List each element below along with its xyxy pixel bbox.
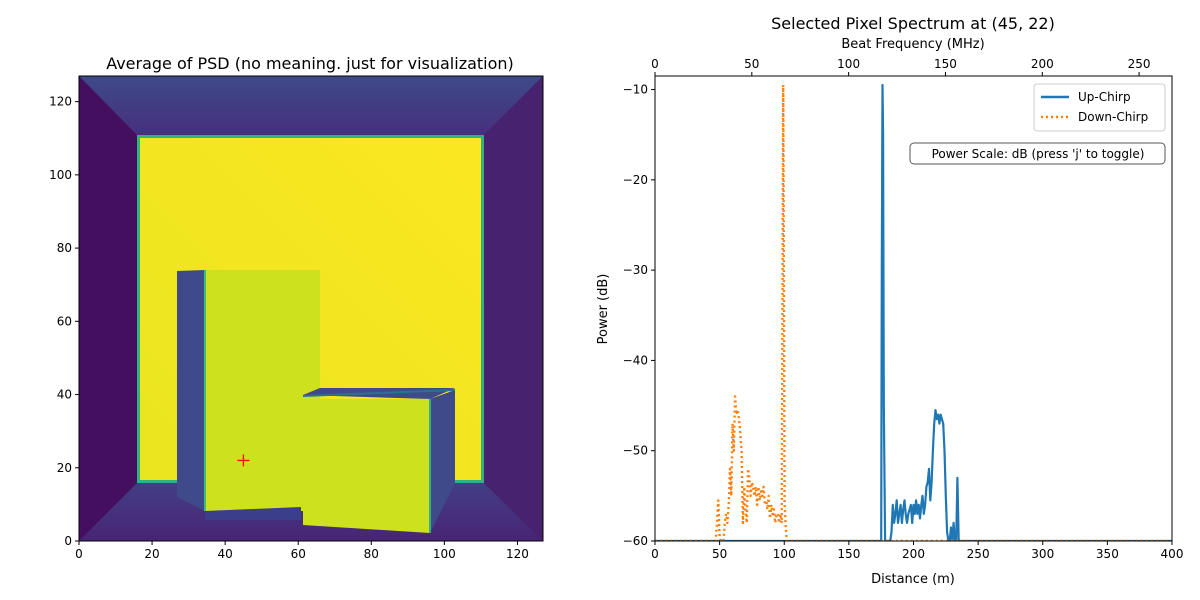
top-x-axis-label: Beat Frequency (MHz) <box>841 37 984 52</box>
heatmap-y-tick-label: 0 <box>64 534 72 548</box>
top-x-tick-label: 50 <box>744 57 759 71</box>
series-up-chirp <box>655 83 1172 541</box>
top-x-tick-label: 100 <box>837 57 860 71</box>
annotation-box <box>909 142 1166 165</box>
legend-up-chirp-label: Up-Chirp <box>1078 90 1131 104</box>
heatmap-right-box-face <box>303 399 430 533</box>
heatmap-title: Average of PSD (no meaning. just for vis… <box>106 54 514 73</box>
heatmap-right-box-top-edge <box>302 389 456 397</box>
heatmap-y-tick-label: 120 <box>49 95 72 109</box>
y-tick-label: −20 <box>623 173 648 187</box>
spectrum-top-x-axis: 0 50 100 150 200 250 <box>651 57 1151 76</box>
x-tick-label: 250 <box>967 547 990 561</box>
y-tick-label: −40 <box>623 353 648 367</box>
heatmap-left-box-side <box>177 270 205 511</box>
x-tick-label: 400 <box>1161 547 1184 561</box>
x-tick-label: 50 <box>712 547 727 561</box>
power-scale-annotation: Power Scale: dB (press 'j' to toggle) <box>909 142 1166 165</box>
x-tick-label: 350 <box>1096 547 1119 561</box>
heatmap-left-wall <box>79 76 137 541</box>
y-tick-label: −50 <box>623 444 648 458</box>
heatmap-y-tick-label: 40 <box>57 388 72 402</box>
heatmap-y-tick-label: 60 <box>57 314 72 328</box>
x-tick-label: 150 <box>837 547 860 561</box>
heatmap-x-tick-label: 60 <box>291 547 306 561</box>
top-x-tick-label: 0 <box>651 57 659 71</box>
heatmap-frame <box>78 75 544 542</box>
spectrum-legend: Up-Chirp Down-Chirp <box>1033 83 1166 132</box>
top-x-tick-label: 200 <box>1031 57 1054 71</box>
series-down-chirp <box>655 83 1172 541</box>
heatmap-x-tick-label: 20 <box>144 547 159 561</box>
heatmap-left-box-face <box>205 270 320 511</box>
selected-pixel-marker <box>237 454 250 467</box>
heatmap-right-box-side <box>430 390 455 533</box>
heatmap-y-tick-label: 100 <box>49 168 72 182</box>
heatmap-ceiling <box>79 76 543 135</box>
top-x-tick-label: 250 <box>1128 57 1151 71</box>
x-tick-label: 0 <box>651 547 659 561</box>
spectrum-title: Selected Pixel Spectrum at (45, 22) <box>771 14 1055 33</box>
heatmap-right-wall <box>484 76 543 541</box>
spectrum-y-axis: −60 −50 −40 −30 −20 −10 <box>623 83 655 548</box>
heatmap-y-axis: 0 20 40 60 80 100 120 <box>49 95 79 548</box>
heatmap-x-tick-label: 120 <box>506 547 529 561</box>
heatmap-x-tick-label: 0 <box>75 547 83 561</box>
spectrum-x-axis: 0 50 100 150 200 250 300 350 400 <box>651 541 1183 561</box>
x-tick-label: 100 <box>773 547 796 561</box>
legend-down-chirp-label: Down-Chirp <box>1078 110 1148 124</box>
spectrum-panel: Selected Pixel Spectrum at (45, 22) Beat… <box>596 14 1183 587</box>
heatmap-left-box-floor <box>205 507 301 520</box>
x-tick-label: 300 <box>1031 547 1054 561</box>
heatmap-x-axis: 0 20 40 60 80 100 120 <box>75 541 529 561</box>
heatmap-x-tick-label: 100 <box>433 547 456 561</box>
heatmap-x-tick-label: 40 <box>218 547 233 561</box>
x-axis-label: Distance (m) <box>871 572 955 587</box>
heatmap-panel: Average of PSD (no meaning. just for vis… <box>49 54 544 561</box>
y-axis-label: Power (dB) <box>596 274 611 345</box>
heatmap-image <box>79 76 543 541</box>
annotation-text: Power Scale: dB (press 'j' to toggle) <box>932 147 1145 161</box>
x-tick-label: 200 <box>902 547 925 561</box>
heatmap-y-tick-label: 20 <box>57 461 72 475</box>
y-tick-label: −60 <box>623 534 648 548</box>
heatmap-x-tick-label: 80 <box>364 547 379 561</box>
y-tick-label: −10 <box>623 83 648 97</box>
heatmap-y-tick-label: 80 <box>57 241 72 255</box>
spectrum-series <box>655 83 1172 541</box>
top-x-tick-label: 150 <box>934 57 957 71</box>
y-tick-label: −30 <box>623 263 648 277</box>
